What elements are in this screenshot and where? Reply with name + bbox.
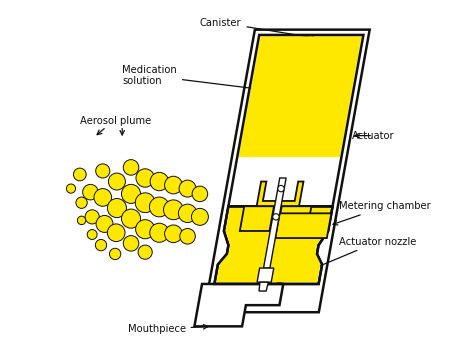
Circle shape — [85, 210, 99, 224]
Circle shape — [96, 215, 113, 232]
Circle shape — [278, 185, 284, 192]
Text: Metering chamber: Metering chamber — [333, 201, 431, 225]
Circle shape — [77, 216, 86, 225]
Text: Mouthpiece: Mouthpiece — [128, 324, 208, 334]
Circle shape — [123, 159, 139, 175]
Circle shape — [191, 208, 209, 225]
Circle shape — [109, 248, 121, 260]
Circle shape — [109, 173, 126, 190]
Polygon shape — [214, 206, 333, 284]
Text: Actuator nozzle: Actuator nozzle — [276, 237, 417, 284]
Polygon shape — [204, 30, 370, 312]
Circle shape — [123, 236, 139, 251]
Circle shape — [164, 200, 183, 220]
Circle shape — [178, 204, 197, 222]
Polygon shape — [256, 182, 303, 206]
Circle shape — [192, 186, 208, 201]
Circle shape — [150, 172, 168, 191]
Circle shape — [76, 197, 87, 208]
Circle shape — [149, 197, 169, 217]
Circle shape — [136, 220, 155, 239]
Circle shape — [136, 169, 155, 187]
Circle shape — [96, 164, 110, 178]
Polygon shape — [194, 284, 283, 326]
Text: Actuator: Actuator — [352, 131, 394, 141]
Circle shape — [121, 209, 141, 228]
Polygon shape — [257, 268, 274, 282]
Circle shape — [135, 193, 155, 213]
Circle shape — [164, 225, 182, 243]
Polygon shape — [239, 37, 361, 157]
Polygon shape — [259, 282, 268, 291]
Circle shape — [87, 230, 97, 240]
Circle shape — [164, 176, 182, 194]
Polygon shape — [275, 213, 331, 238]
Text: Medication
solution: Medication solution — [122, 65, 259, 91]
Circle shape — [82, 184, 98, 200]
Circle shape — [94, 189, 111, 206]
Circle shape — [150, 223, 169, 242]
Polygon shape — [264, 178, 286, 268]
Circle shape — [66, 184, 75, 193]
Circle shape — [108, 199, 127, 218]
Circle shape — [180, 229, 195, 244]
Polygon shape — [240, 206, 274, 231]
Circle shape — [108, 224, 125, 242]
Circle shape — [95, 240, 107, 251]
Circle shape — [73, 168, 86, 181]
Polygon shape — [217, 208, 330, 282]
Polygon shape — [277, 206, 311, 231]
Circle shape — [138, 245, 152, 259]
Text: Aerosol plume: Aerosol plume — [80, 116, 151, 126]
Text: Canister: Canister — [200, 17, 315, 39]
Circle shape — [179, 180, 196, 197]
Circle shape — [121, 184, 141, 203]
Circle shape — [273, 214, 279, 220]
